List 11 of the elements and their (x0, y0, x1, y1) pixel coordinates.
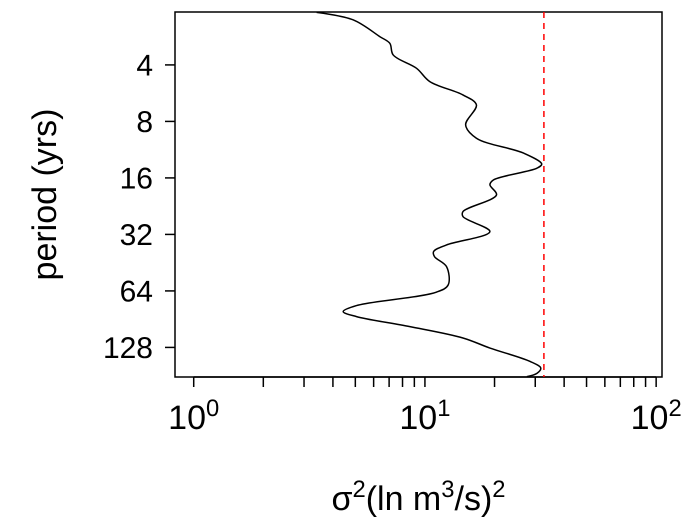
y-tick-label: 4 (136, 50, 153, 83)
y-tick-label: 16 (120, 162, 153, 196)
y-tick-label: 8 (136, 106, 153, 140)
y-tick-label: 64 (120, 276, 153, 309)
y-axis-title: period (yrs) (26, 108, 64, 280)
x-axis-title: σ$^{2}$(ln m$^{3}$/s)$^{2}$ (331, 476, 506, 518)
y-tick-label: 32 (120, 219, 153, 252)
y-tick-label: 128 (102, 332, 153, 366)
x-tick-label: 10$^{1}$ (399, 394, 450, 437)
x-tick-label: 10$^{0}$ (168, 394, 220, 437)
x-tick-label: 10$^{2}$ (630, 394, 682, 437)
